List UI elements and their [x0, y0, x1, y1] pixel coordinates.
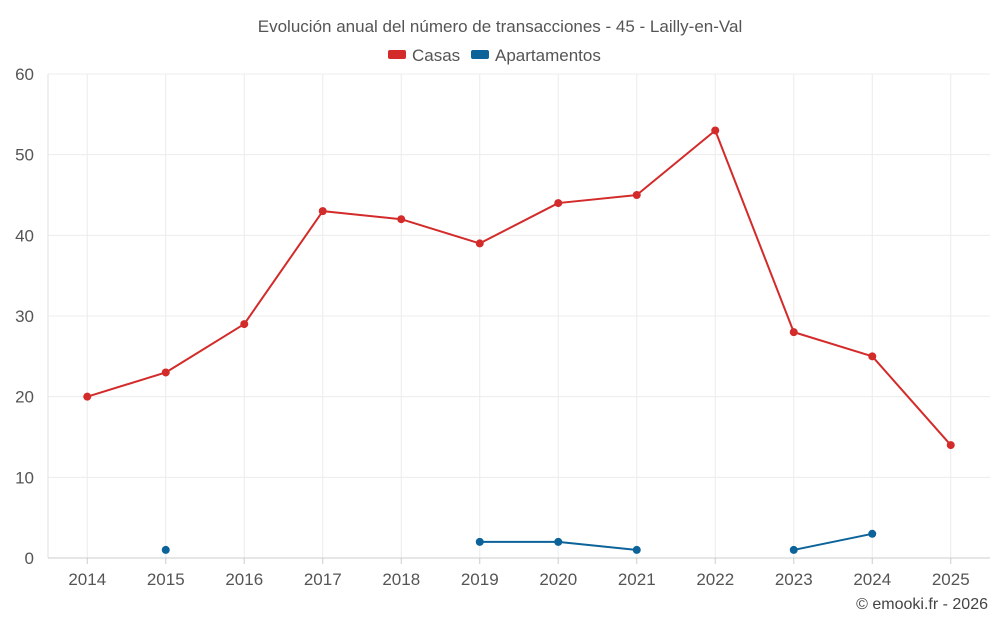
- data-point-apartamentos-2015[interactable]: [161, 545, 170, 554]
- data-point-apartamentos-2019[interactable]: [475, 537, 484, 546]
- legend: Casas Apartamentos: [388, 46, 601, 65]
- x-tick-label: 2016: [225, 570, 263, 589]
- legend-swatch-casas: [388, 50, 406, 59]
- y-tick-label: 50: [15, 146, 34, 165]
- x-tick-label: 2023: [775, 570, 813, 589]
- data-point-apartamentos-2020[interactable]: [554, 537, 563, 546]
- series-apartamentos: [161, 529, 877, 554]
- x-tick-label: 2017: [304, 570, 342, 589]
- data-point-casas-2017[interactable]: [318, 207, 327, 216]
- data-point-apartamentos-2023[interactable]: [789, 545, 798, 554]
- x-tick-label: 2021: [618, 570, 656, 589]
- x-tick-label: 2020: [539, 570, 577, 589]
- y-tick-label: 20: [15, 388, 34, 407]
- chart-title: Evolución anual del número de transaccio…: [258, 17, 742, 36]
- x-tick-label: 2022: [696, 570, 734, 589]
- data-point-casas-2021[interactable]: [632, 191, 641, 199]
- x-axis: 2014 2015 2016 2017 2018 2019 2020 2021 2022 2023…: [68, 558, 970, 589]
- plot-area: [83, 126, 955, 554]
- data-point-casas-2018[interactable]: [397, 215, 406, 224]
- data-point-casas-2022[interactable]: [711, 126, 720, 135]
- x-tick-label: 2018: [382, 570, 420, 589]
- series-line-casas: [86, 129, 952, 446]
- data-point-apartamentos-2024[interactable]: [868, 529, 877, 538]
- data-point-casas-2024[interactable]: [868, 352, 877, 361]
- grid: [47, 73, 990, 559]
- data-point-casas-2025[interactable]: [946, 441, 955, 450]
- data-point-casas-2020[interactable]: [554, 199, 563, 208]
- y-tick-label: 30: [15, 307, 34, 326]
- x-tick-label: 2024: [853, 570, 891, 589]
- series-line-apartamentos: [793, 532, 873, 551]
- data-point-casas-2019[interactable]: [475, 239, 484, 248]
- data-point-casas-2023[interactable]: [789, 328, 798, 337]
- y-tick-label: 10: [15, 468, 34, 487]
- legend-swatch-apartamentos: [471, 50, 489, 59]
- series-casas: [83, 126, 955, 450]
- data-point-casas-2015[interactable]: [161, 368, 170, 377]
- y-tick-label: 60: [15, 65, 34, 84]
- credit-text: © emooki.fr - 2026: [856, 596, 988, 613]
- x-tick-label: 2019: [461, 570, 499, 589]
- y-tick-label: 40: [15, 226, 34, 245]
- data-point-casas-2014[interactable]: [83, 392, 92, 401]
- legend-label-casas[interactable]: Casas: [412, 46, 460, 65]
- legend-label-apartamentos[interactable]: Apartamentos: [495, 46, 601, 65]
- x-tick-label: 2025: [932, 570, 970, 589]
- data-point-apartamentos-2021[interactable]: [632, 545, 641, 554]
- x-tick-label: 2014: [68, 570, 106, 589]
- y-tick-label: 0: [25, 549, 34, 568]
- data-point-casas-2016[interactable]: [240, 320, 249, 329]
- x-tick-label: 2015: [147, 570, 185, 589]
- y-axis: 0 10 20 30 40 50 60: [15, 65, 34, 568]
